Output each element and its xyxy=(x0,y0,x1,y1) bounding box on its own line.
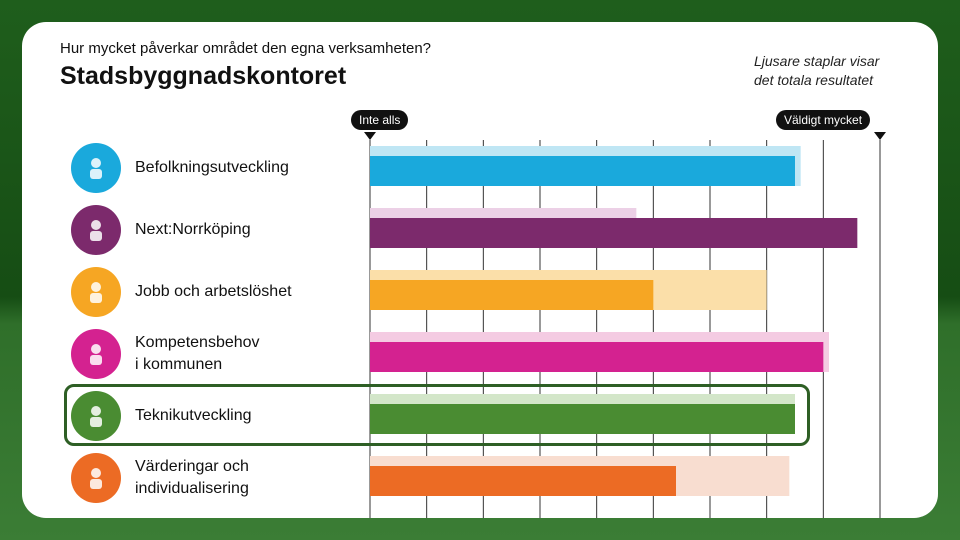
briefcase-icon xyxy=(71,267,121,317)
question-text: Hur mycket påverkar området den egna ver… xyxy=(60,40,432,57)
unit-bar xyxy=(370,466,676,496)
person-search-icon xyxy=(71,329,121,379)
gear-icon xyxy=(71,391,121,441)
unit-bar xyxy=(370,280,654,310)
category-label: Kompetensbehov i kommunen xyxy=(135,332,260,376)
scale-min-marker xyxy=(364,132,376,140)
person-icon xyxy=(71,453,121,503)
category-label-line: i kommunen xyxy=(135,356,223,373)
scale-max-label: Väldigt mycket xyxy=(776,110,871,130)
category-label-line: Värderingar och xyxy=(135,458,249,475)
category-label: Värderingar och individualisering xyxy=(135,456,249,500)
unit-bar xyxy=(370,218,858,248)
legend-note: Ljusare staplar visar det totala resulta… xyxy=(754,52,924,90)
unit-bar xyxy=(370,156,795,186)
category-label: Befolkningsutveckling xyxy=(135,157,289,179)
category-label-line: Kompetensbehov xyxy=(135,334,260,351)
legend-note-line2: det totala resultatet xyxy=(754,72,874,88)
people-icon xyxy=(71,143,121,193)
legend-note-line1: Ljusare staplar visar xyxy=(754,53,880,69)
train-icon xyxy=(71,205,121,255)
category-label-line: Jobb och arbetslöshet xyxy=(135,283,292,300)
scale-max-marker xyxy=(874,132,886,140)
highlight-box xyxy=(64,384,810,446)
category-label-line: Next:Norrköping xyxy=(135,221,251,238)
unit-bar xyxy=(370,404,795,434)
category-label: Jobb och arbetslöshet xyxy=(135,281,292,303)
category-label: Next:Norrköping xyxy=(135,219,251,241)
scale-min-label: Inte alls xyxy=(351,110,409,130)
category-label: Teknikutveckling xyxy=(135,405,252,427)
page-title: Stadsbyggnadskontoret xyxy=(60,62,347,90)
category-label-line: Teknikutveckling xyxy=(135,407,252,424)
category-label-line: individualisering xyxy=(135,480,249,497)
category-label-line: Befolkningsutveckling xyxy=(135,159,289,176)
unit-bar xyxy=(370,342,824,372)
